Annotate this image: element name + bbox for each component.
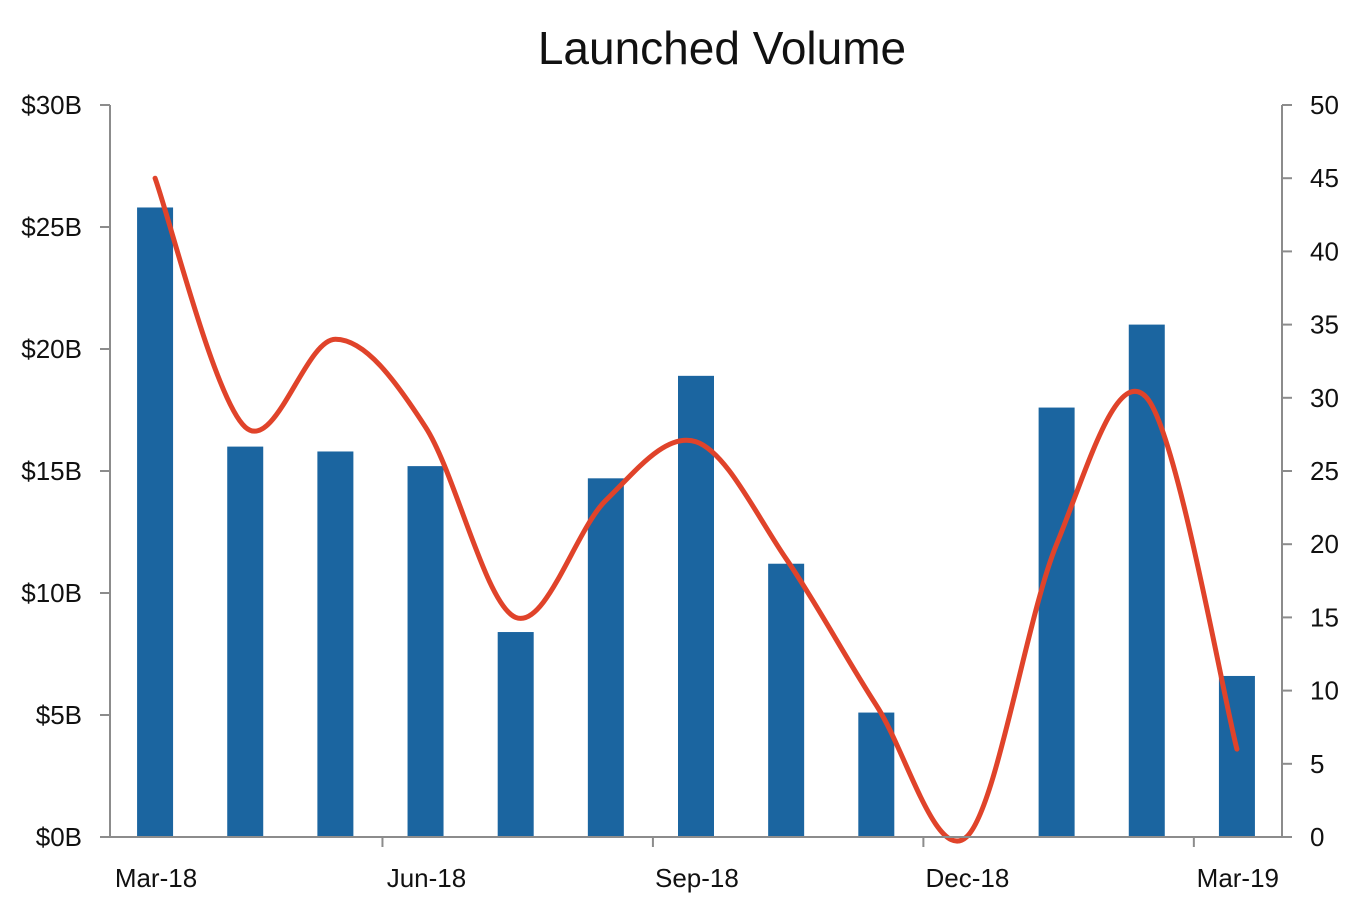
bar-Feb-19 xyxy=(1128,324,1165,838)
deal-count-line xyxy=(152,175,1240,844)
y-right-tick-label: 20 xyxy=(1310,529,1339,559)
bar-Mar-18 xyxy=(137,207,174,838)
bar-Jan-19 xyxy=(1038,407,1075,837)
y-right-tick-label: 25 xyxy=(1310,456,1339,486)
bar-Sep-18 xyxy=(678,375,714,837)
y-right-tick-label: 10 xyxy=(1310,676,1339,706)
bar-Apr-18 xyxy=(227,446,264,837)
y-right-tick-label: 5 xyxy=(1310,749,1324,779)
line-series xyxy=(152,175,1240,844)
y-right-tick-label: 15 xyxy=(1310,602,1339,632)
bar-series xyxy=(137,207,1255,838)
x-tick-label: Jun-18 xyxy=(387,863,467,893)
bar-Nov-18 xyxy=(858,712,895,837)
y-right-tick-label: 30 xyxy=(1310,383,1339,413)
y-right-tick-label: 45 xyxy=(1310,163,1339,193)
x-tick-label: Dec-18 xyxy=(925,863,1009,893)
y-right-tick-label: 35 xyxy=(1310,310,1339,340)
y-right-tick-label: 50 xyxy=(1310,90,1339,120)
y-left-tick-label: $10B xyxy=(21,578,82,608)
y-left-tick-label: $20B xyxy=(21,334,82,364)
y-left-tick-label: $0B xyxy=(36,822,82,852)
bar-Oct-18 xyxy=(768,563,805,837)
bar-Aug-18 xyxy=(587,478,624,837)
bar-Jul-18 xyxy=(497,632,534,837)
y-right-tick-label: 0 xyxy=(1310,822,1324,852)
y-left-tick-label: $15B xyxy=(21,456,82,486)
x-tick-label: Sep-18 xyxy=(655,863,739,893)
x-tick-label: Mar-19 xyxy=(1197,863,1279,893)
bar-Jun-18 xyxy=(407,466,444,837)
y-left-tick-label: $30B xyxy=(21,90,82,120)
x-tick-label: Mar-18 xyxy=(115,863,197,893)
y-right-tick-label: 40 xyxy=(1310,236,1339,266)
y-left-tick-label: $25B xyxy=(21,212,82,242)
axes: $0B $5B $10B $15B $20B $25B $30B 0 5 10 15 20 25 30 35… xyxy=(21,90,1339,893)
y-left-tick-label: $5B xyxy=(36,700,82,730)
bar-May-18 xyxy=(317,451,354,837)
chart-title: Launched Volume xyxy=(538,22,906,74)
